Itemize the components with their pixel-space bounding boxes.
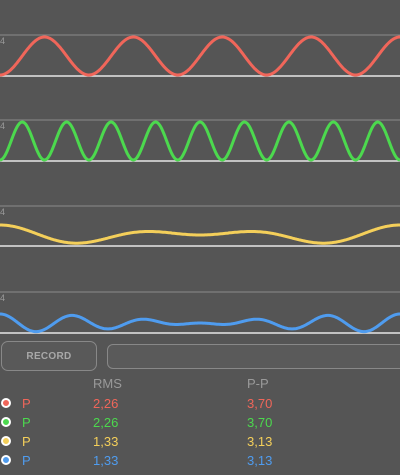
- pp-value: 3,13: [247, 453, 273, 468]
- channel-toggle-icon[interactable]: [1, 417, 11, 427]
- channel-3-trace-panel: 4: [0, 205, 400, 247]
- channel-row-1: P 2,26 3,70: [0, 396, 400, 413]
- oscilloscope-display: 4 4 4 4: [0, 34, 400, 334]
- rms-value: 1,33: [93, 453, 119, 468]
- channel-row-4: P 1,33 3,13: [0, 453, 400, 470]
- channel-2-trace-panel: 4: [0, 119, 400, 162]
- channel-row-2: P 2,26 3,70: [0, 415, 400, 432]
- channel-label: P: [22, 434, 31, 449]
- scale-tick-label: 4: [0, 121, 5, 131]
- pp-header: P-P: [247, 376, 269, 391]
- channel-toggle-icon[interactable]: [1, 398, 11, 408]
- rms-header: RMS: [93, 376, 122, 391]
- channel-label: P: [22, 396, 31, 411]
- scale-tick-label: 4: [0, 36, 5, 46]
- channel-label: P: [22, 453, 31, 468]
- channel-toggle-icon[interactable]: [1, 436, 11, 446]
- rms-value: 1,33: [93, 434, 119, 449]
- record-button[interactable]: RECORD: [1, 341, 97, 371]
- channel-1-waveform: [0, 35, 400, 77]
- rms-value: 2,26: [93, 396, 119, 411]
- rms-value: 2,26: [93, 415, 119, 430]
- scale-tick-label: 4: [0, 207, 5, 217]
- channel-4-trace-panel: 4: [0, 291, 400, 334]
- channel-3-waveform: [0, 223, 400, 245]
- channel-4-waveform: [0, 312, 400, 334]
- channel-1-trace-panel: 4: [0, 34, 400, 77]
- recording-name-input[interactable]: [107, 344, 400, 369]
- scale-tick-label: 4: [0, 293, 5, 303]
- channel-label: P: [22, 415, 31, 430]
- pp-value: 3,70: [247, 396, 273, 411]
- channel-row-3: P 1,33 3,13: [0, 434, 400, 451]
- channel-toggle-icon[interactable]: [1, 455, 11, 465]
- channel-2-waveform: [0, 120, 400, 162]
- pp-value: 3,70: [247, 415, 273, 430]
- pp-value: 3,13: [247, 434, 273, 449]
